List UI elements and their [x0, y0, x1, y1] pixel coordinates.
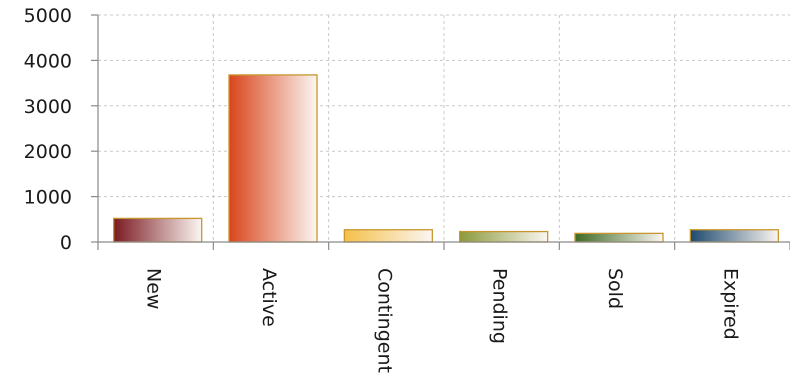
bar-pending — [459, 230, 549, 243]
bar-sold — [574, 232, 664, 243]
gridlines — [98, 14, 790, 242]
x-tick-label: Contingent — [373, 268, 395, 373]
bar-contingent — [343, 229, 433, 243]
y-tick-label: 3000 — [24, 96, 72, 118]
x-tick-label: Active — [258, 268, 280, 327]
bar-active — [228, 74, 318, 243]
y-tick-label: 1000 — [24, 187, 72, 209]
x-tick-label: Expired — [719, 268, 741, 340]
bars — [113, 74, 779, 243]
x-tick-label: Sold — [604, 268, 626, 309]
y-tick-label: 2000 — [24, 141, 72, 163]
y-tick-label: 5000 — [24, 5, 72, 27]
axes — [91, 14, 790, 250]
x-tick-label: New — [143, 268, 165, 309]
bar-new — [113, 217, 203, 243]
y-tick-label: 0 — [60, 232, 72, 254]
x-axis-ticks: New Active Contingent Pending Sold Expired — [143, 268, 742, 373]
bar-expired — [689, 229, 779, 243]
y-tick-label: 4000 — [24, 50, 72, 72]
y-axis-ticks: 0 1000 2000 3000 4000 5000 — [24, 5, 72, 254]
x-tick-label: Pending — [489, 268, 511, 344]
